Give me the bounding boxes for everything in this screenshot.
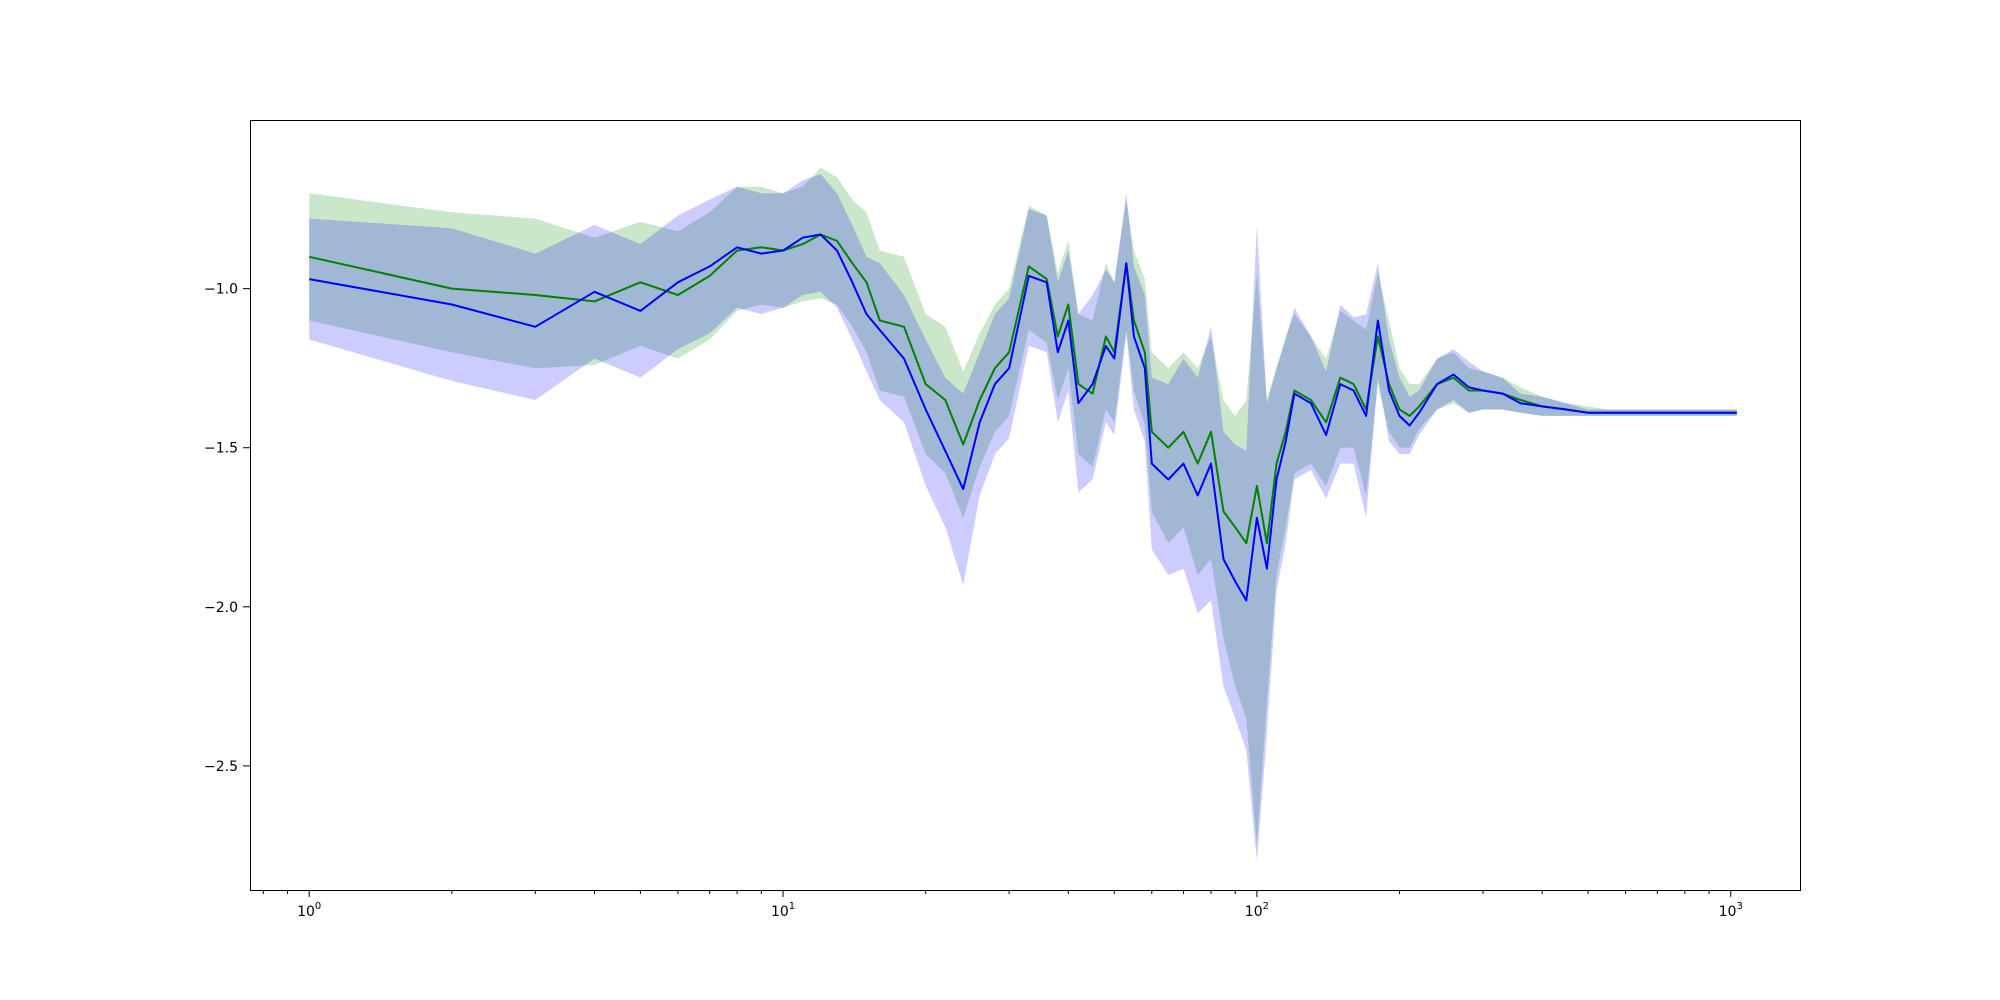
y-tick-label: −1.0 [204, 282, 238, 298]
plot-frame [250, 120, 1801, 891]
x-tick-label: 100 [297, 901, 321, 920]
y-axis: −1.0 −1.5 −2.0 −2.5 [204, 282, 250, 775]
series-lines [308, 233, 1737, 602]
x-axis: 100 101 102 103 [262, 890, 1743, 920]
y-tick-label: −2.0 [204, 600, 238, 616]
y-tick-label: −1.5 [204, 441, 238, 457]
x-tick-label: 102 [1245, 901, 1269, 920]
series-1-line [308, 233, 1737, 545]
series-2-line [309, 233, 1737, 602]
x-tick-label: 101 [771, 901, 795, 920]
y-tick-label: −2.5 [204, 759, 238, 775]
x-tick-label: 103 [1719, 901, 1743, 920]
